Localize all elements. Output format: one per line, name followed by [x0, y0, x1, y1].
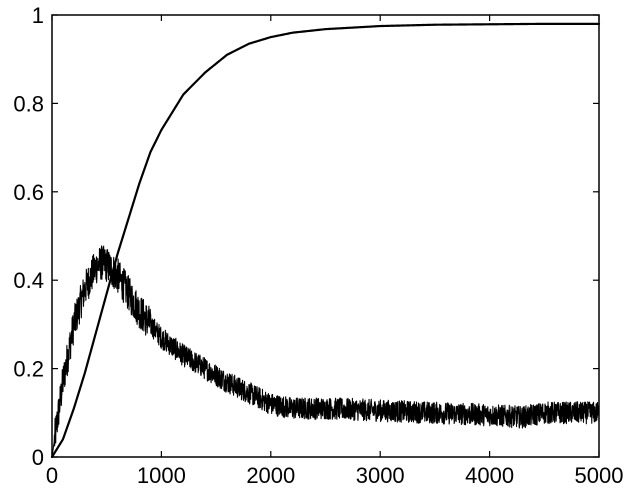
- x-tick-label: 0: [46, 463, 58, 488]
- axes: 0 1000 2000 3000 4000 5000 0 0.2 0.4 0.6 0.8 1: [13, 3, 623, 488]
- y-tick-label: 0.6: [13, 180, 44, 205]
- y-tick-label: 0: [32, 445, 44, 470]
- series-smooth-line: [50, 22, 601, 459]
- y-tick-label: 0.2: [13, 357, 44, 382]
- series-noisy-line: [51, 245, 600, 458]
- x-tick-label: 5000: [575, 463, 624, 488]
- y-tick-label: 1: [32, 3, 44, 28]
- x-tick-label: 4000: [465, 463, 514, 488]
- series-layer: [50, 22, 601, 459]
- x-tick-label: 2000: [246, 463, 295, 488]
- x-tick-label: 3000: [356, 463, 405, 488]
- plot-frame: [51, 14, 600, 458]
- x-tick-label: 1000: [137, 463, 186, 488]
- y-tick-label: 0.8: [13, 91, 44, 116]
- y-tick-label: 0.4: [13, 268, 44, 293]
